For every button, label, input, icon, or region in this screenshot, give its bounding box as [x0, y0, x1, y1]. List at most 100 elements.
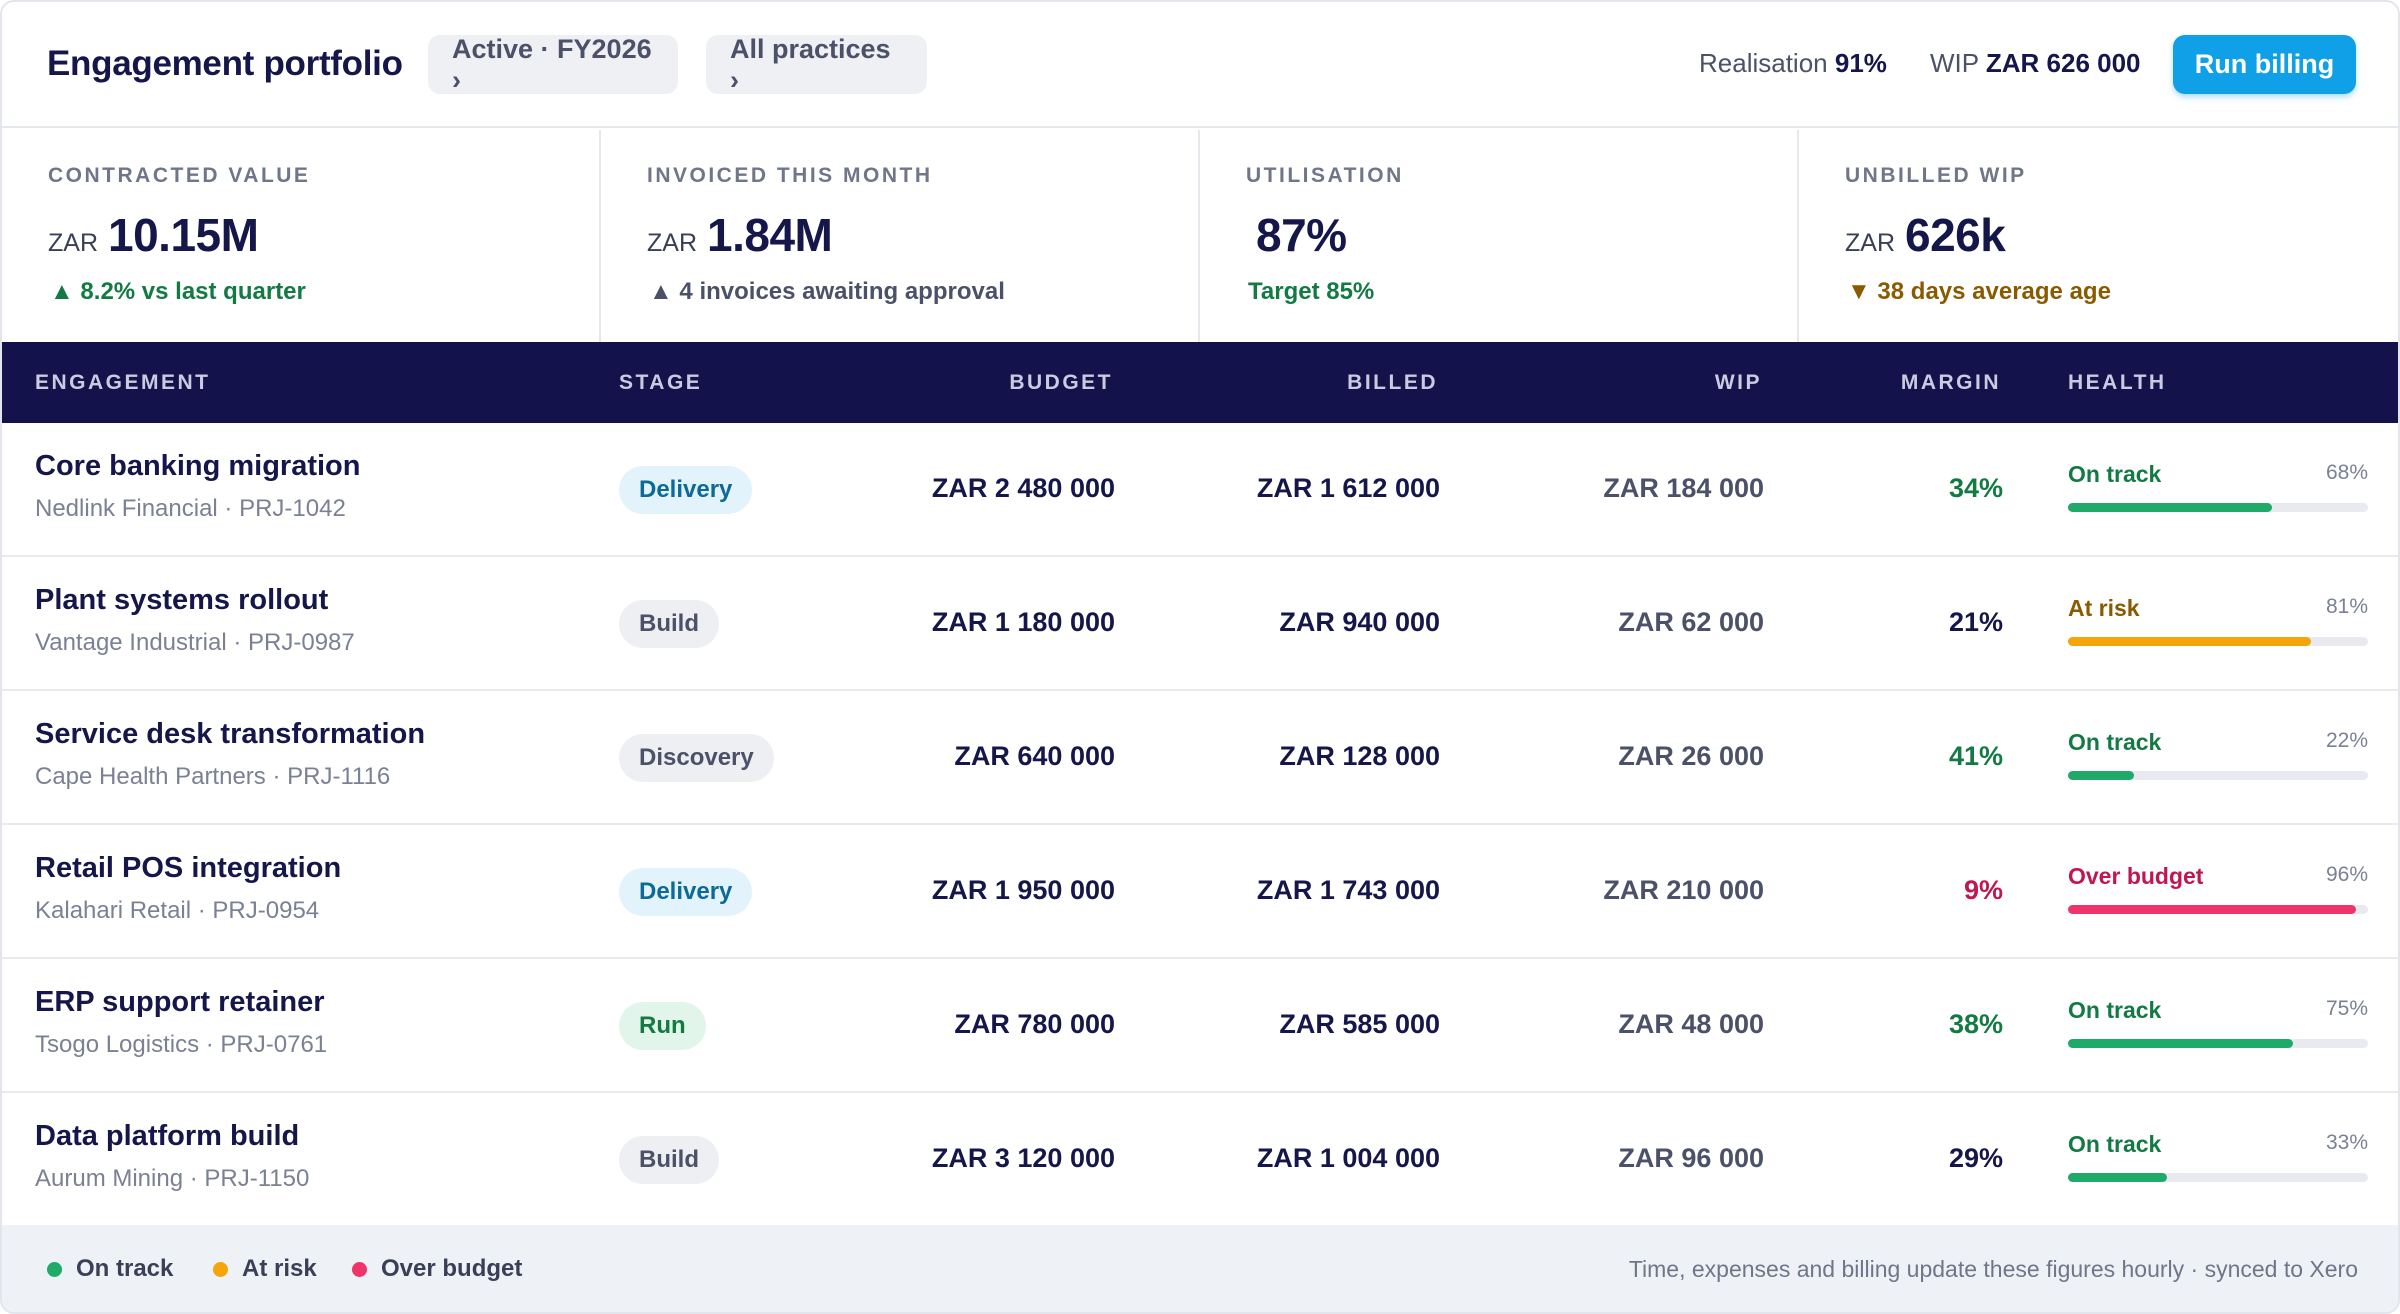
- margin-cell: 29%: [1948, 1143, 2003, 1173]
- stat-trend: ▲ 8.2% vs last quarter: [50, 278, 306, 305]
- stat-amount: 10.15M: [108, 209, 259, 261]
- budget-cell: ZAR 1 950 000: [931, 875, 1115, 905]
- health-progress-fill: [2068, 905, 2356, 914]
- engagement-client-meta: Vantage Industrial · PRJ-0987: [35, 629, 355, 656]
- stat-label: INVOICED THIS MONTH: [647, 164, 933, 187]
- health-progress-track: [2068, 1039, 2368, 1048]
- stage-badge: Build: [619, 1136, 719, 1184]
- column-header-margin[interactable]: MARGIN: [1900, 371, 2001, 394]
- stat-contracted-value: CONTRACTED VALUE ZAR 10.15M ▲ 8.2% vs las…: [2, 130, 601, 342]
- health-percent: 96%: [2325, 863, 2368, 886]
- billed-cell: ZAR 585 000: [1279, 1009, 1440, 1039]
- stage-badge: Discovery: [619, 734, 774, 782]
- realisation-label: Realisation: [1699, 48, 1828, 78]
- realisation-kpi: Realisation 91%: [1699, 48, 1887, 79]
- legend-dot-icon: [352, 1261, 367, 1277]
- health-percent: 33%: [2325, 1131, 2368, 1154]
- stat-currency: ZAR: [647, 229, 697, 257]
- stat-value: 87%: [1256, 208, 1347, 262]
- health-progress-track: [2068, 1173, 2368, 1182]
- stat-amount: 87%: [1256, 209, 1347, 261]
- stage-badge: Run: [619, 1002, 706, 1050]
- stats-strip: CONTRACTED VALUE ZAR 10.15M ▲ 8.2% vs las…: [2, 130, 2398, 342]
- health-status: On track: [2068, 461, 2162, 487]
- engagement-name[interactable]: Plant systems rollout: [35, 584, 329, 616]
- engagement-client-meta: Kalahari Retail · PRJ-0954: [35, 897, 320, 924]
- stat-label: CONTRACTED VALUE: [48, 164, 311, 187]
- health-percent: 22%: [2325, 729, 2368, 752]
- health-status: On track: [2068, 1131, 2162, 1157]
- health-progress-fill: [2068, 637, 2311, 646]
- column-header-stage[interactable]: STAGE: [619, 371, 703, 394]
- billed-cell: ZAR 128 000: [1279, 741, 1440, 771]
- engagement-name[interactable]: Retail POS integration: [35, 852, 342, 884]
- health-progress-fill: [2068, 1173, 2167, 1182]
- table-row[interactable]: Retail POS integration Kalahari Retail · …: [2, 825, 2398, 959]
- stat-value: ZAR 1.84M: [647, 208, 833, 262]
- wip-cell: ZAR 26 000: [1618, 741, 1764, 771]
- health-progress-fill: [2068, 503, 2272, 512]
- stat-unbilled-wip: UNBILLED WIP ZAR 626k ▼ 38 days average a…: [1799, 130, 2398, 342]
- margin-cell: 21%: [1948, 607, 2003, 637]
- footer-bar: On track At risk Over budget Time, expen…: [2, 1225, 2398, 1312]
- billed-cell: ZAR 1 004 000: [1256, 1143, 1440, 1173]
- budget-cell: ZAR 2 480 000: [931, 473, 1115, 503]
- practice-filter-chip[interactable]: All practices ›: [706, 34, 927, 95]
- run-billing-button[interactable]: Run billing: [2173, 35, 2356, 94]
- engagement-client-meta: Tsogo Logistics · PRJ-0761: [35, 1031, 328, 1058]
- table-row[interactable]: ERP support retainer Tsogo Logistics · PR…: [2, 959, 2398, 1093]
- stat-value: ZAR 10.15M: [48, 208, 259, 262]
- health-status: Over budget: [2068, 863, 2204, 889]
- legend-label: At risk: [242, 1255, 317, 1282]
- health-status: On track: [2068, 729, 2162, 755]
- table-row[interactable]: Core banking migration Nedlink Financial …: [2, 423, 2398, 557]
- engagement-name[interactable]: Service desk transformation: [35, 718, 426, 750]
- legend-label: On track: [76, 1255, 174, 1282]
- health-percent: 75%: [2325, 997, 2368, 1020]
- sync-footnote: Time, expenses and billing update these …: [1628, 1256, 2358, 1282]
- health-status: On track: [2068, 997, 2162, 1023]
- stat-trend: ▲ 4 invoices awaiting approval: [649, 278, 1005, 305]
- wip-cell: ZAR 210 000: [1603, 875, 1764, 905]
- health-progress-track: [2068, 771, 2368, 780]
- stat-label: UTILISATION: [1246, 164, 1404, 187]
- column-header-billed[interactable]: BILLED: [1347, 371, 1438, 394]
- budget-cell: ZAR 3 120 000: [931, 1143, 1115, 1173]
- wip-kpi: WIP ZAR 626 000: [1930, 48, 2141, 79]
- engagement-name[interactable]: Core banking migration: [35, 450, 361, 482]
- stat-currency: ZAR: [48, 229, 98, 257]
- stat-amount: 1.84M: [707, 209, 833, 261]
- stat-amount: 626k: [1905, 209, 2006, 261]
- column-header-wip[interactable]: WIP: [1714, 371, 1762, 394]
- margin-cell: 38%: [1948, 1009, 2003, 1039]
- billed-cell: ZAR 1 612 000: [1256, 473, 1440, 503]
- stat-currency: ZAR: [1845, 229, 1895, 257]
- column-header-budget[interactable]: BUDGET: [1009, 371, 1113, 394]
- legend-dot-icon: [213, 1261, 228, 1277]
- health-progress-track: [2068, 905, 2368, 914]
- budget-cell: ZAR 780 000: [954, 1009, 1115, 1039]
- billed-cell: ZAR 940 000: [1279, 607, 1440, 637]
- engagement-name[interactable]: ERP support retainer: [35, 986, 325, 1018]
- wip-cell: ZAR 184 000: [1603, 473, 1764, 503]
- stage-badge: Delivery: [619, 868, 753, 916]
- engagement-name[interactable]: Data platform build: [35, 1120, 300, 1152]
- stage-badge: Build: [619, 600, 719, 648]
- health-status: At risk: [2068, 595, 2140, 621]
- table-row[interactable]: Data platform build Aurum Mining · PRJ-11…: [2, 1093, 2398, 1227]
- column-header-engagement[interactable]: ENGAGEMENT: [35, 371, 211, 394]
- table-row[interactable]: Service desk transformation Cape Health P…: [2, 691, 2398, 825]
- health-progress-track: [2068, 637, 2368, 646]
- period-filter-chip[interactable]: Active · FY2026 ›: [428, 34, 678, 95]
- table-row[interactable]: Plant systems rollout Vantage Industrial …: [2, 557, 2398, 691]
- wip-cell: ZAR 48 000: [1618, 1009, 1764, 1039]
- stat-value: ZAR 626k: [1845, 208, 2006, 262]
- stat-target: Target 85%: [1248, 278, 1375, 305]
- stat-invoiced-this-month: INVOICED THIS MONTH ZAR 1.84M ▲ 4 invoice…: [601, 130, 1200, 342]
- billed-cell: ZAR 1 743 000: [1256, 875, 1440, 905]
- health-progress-track: [2068, 503, 2368, 512]
- column-header-health[interactable]: HEALTH: [2068, 371, 2167, 394]
- table-body: Core banking migration Nedlink Financial …: [2, 423, 2398, 1227]
- wip-value: ZAR 626 000: [1985, 48, 2141, 78]
- engagement-client-meta: Cape Health Partners · PRJ-1116: [35, 763, 391, 790]
